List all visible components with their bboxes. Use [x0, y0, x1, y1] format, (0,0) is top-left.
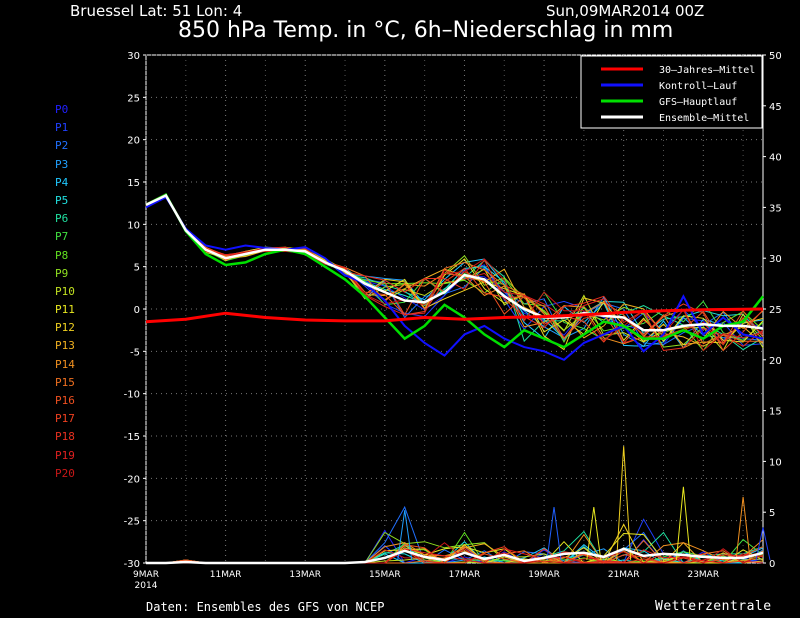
y-right-tick-label: 25: [769, 305, 782, 316]
y-right-tick-label: 40: [769, 153, 782, 164]
y-right-tick-label: 0: [769, 559, 775, 570]
y-left-tick-label: -30: [124, 559, 140, 570]
x-tick-label: 17MAR: [449, 570, 481, 580]
member-label: P16: [55, 394, 75, 407]
run-time-label: Sun,09MAR2014 00Z: [546, 2, 705, 20]
y-right-tick-label: 10: [769, 457, 782, 468]
temp-member-line: [145, 194, 763, 345]
member-label: P13: [55, 339, 75, 353]
ensemble-mean-line: [145, 193, 764, 332]
control-run-line: [145, 195, 764, 361]
member-label: P18: [55, 430, 75, 444]
member-label: P17: [55, 412, 75, 426]
y-right-tick-label: 5: [769, 508, 775, 519]
legend-label: Kontroll–Lauf: [659, 81, 737, 92]
y-right-tick-label: 20: [769, 356, 782, 367]
member-label: P4: [55, 175, 69, 189]
member-label: P1: [55, 121, 69, 135]
x-tick-label: 13MAR: [289, 570, 321, 580]
y-left-tick-label: -10: [124, 390, 140, 401]
y-left-tick-label: -20: [124, 474, 140, 485]
member-legend: P0 P1 P2 P3 P4 P5 P6 P7 P8 P9 P10 P11 P12 P13 P14 P15 P1…: [55, 101, 75, 483]
chart-title: 850 hPa Temp. in °C, 6h–Niederschlag in …: [178, 18, 674, 43]
location-label: Bruessel Lat: 51 Lon: 4: [70, 2, 243, 20]
gfs-main-run-line: [145, 193, 764, 349]
y-right-tick-label: 35: [769, 203, 782, 214]
member-label: P9: [55, 266, 69, 280]
x-tick-label: 11MAR: [210, 570, 242, 580]
y-left-tick-label: 5: [134, 263, 140, 274]
x-tick-label: 21MAR: [608, 570, 640, 580]
y-left-tick-label: 10: [127, 220, 140, 231]
brand-label: Wetterzentrale: [655, 599, 772, 614]
member-label: P8: [55, 248, 69, 262]
member-label: P15: [55, 375, 75, 389]
y-left-tick-label: -15: [124, 432, 140, 443]
plot-frame: [145, 54, 764, 564]
legend-label: 30–Jahres–Mittel: [659, 65, 755, 76]
y-left-tick-label: 20: [127, 136, 140, 147]
y-left-tick-label: 15: [127, 178, 140, 189]
member-label: P5: [55, 193, 69, 207]
precip-peak: [616, 446, 632, 560]
y-right-tick-label: 15: [769, 407, 782, 418]
precip-peak: [397, 510, 413, 561]
precip-peak: [755, 527, 771, 561]
member-label: P12: [55, 321, 75, 335]
member-label: P14: [55, 357, 75, 371]
y-left-tick-label: -5: [130, 347, 140, 358]
legend-label: GFS–Hauptlauf: [659, 97, 737, 108]
y-left-tick-label: 0: [134, 305, 140, 316]
x-tick-label: 23MAR: [687, 570, 719, 580]
member-label: P11: [55, 303, 75, 317]
y-left-tick-label: 30: [127, 51, 140, 62]
precip-peak: [586, 507, 602, 561]
precip-peak: [735, 496, 751, 561]
member-label: P0: [55, 103, 69, 116]
y-right-tick-label: 30: [769, 254, 782, 265]
x-tick-label: 15MAR: [369, 570, 401, 580]
precip-peak: [546, 507, 562, 561]
x-tick-label: 9MAR: [133, 570, 159, 580]
member-label: P10: [55, 284, 75, 298]
x-tick-label: 19MAR: [528, 570, 560, 580]
member-label: P3: [55, 157, 69, 171]
member-label: P20: [55, 466, 75, 480]
legend-label: Ensemble–Mittel: [659, 113, 749, 124]
member-label: P19: [55, 448, 75, 462]
member-label: P2: [55, 139, 69, 153]
climate-mean-line: [145, 307, 764, 324]
y-left-tick-label: -25: [124, 517, 140, 528]
temp-member-line: [145, 193, 764, 349]
member-label: P7: [55, 230, 69, 244]
member-label: P6: [55, 212, 69, 226]
y-right-tick-label: 45: [769, 102, 782, 113]
y-left-tick-label: 25: [127, 93, 140, 104]
y-right-tick-label: 50: [769, 51, 782, 62]
precip-peak: [675, 486, 691, 560]
data-source-label: Daten: Ensembles des GFS von NCEP: [146, 600, 385, 614]
x-tick-year-label: 2014: [135, 581, 158, 591]
precip-ensemble-mean-line: [146, 547, 764, 565]
